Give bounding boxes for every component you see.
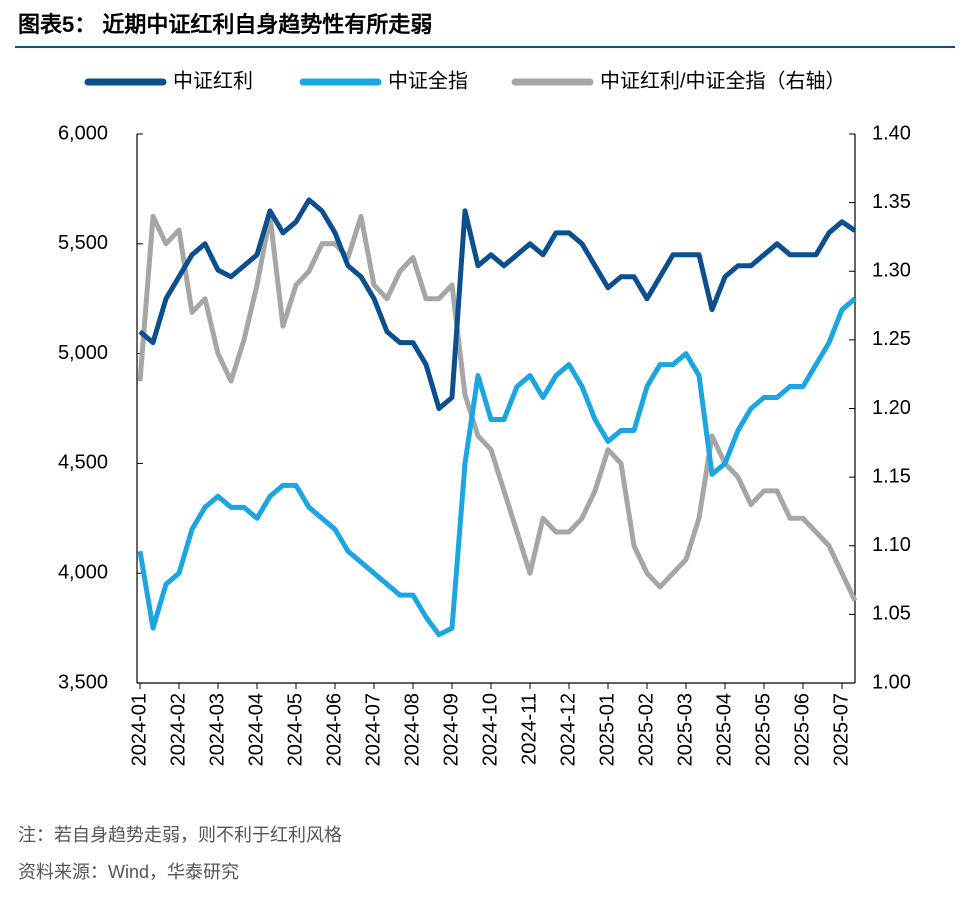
x-tick-label: 2024-05 — [284, 693, 306, 766]
x-tick-label: 2024-07 — [362, 693, 384, 766]
yticks-label: 5,000 — [58, 342, 108, 364]
yticks-label: 5,500 — [58, 232, 108, 254]
y2ticks-label: 1.40 — [872, 122, 911, 144]
yticks-label: 4,000 — [58, 561, 108, 583]
legend-label: 中证红利 — [173, 69, 253, 92]
y2ticks-label: 1.05 — [872, 603, 911, 625]
x-tick-label: 2025-03 — [674, 693, 696, 766]
y2ticks-label: 1.25 — [872, 328, 911, 350]
x-tick-label: 2024-03 — [206, 693, 228, 766]
y2ticks-label: 1.35 — [872, 191, 911, 213]
series-line — [137, 213, 858, 602]
x-tick-label: 2025-04 — [713, 693, 735, 766]
x-tick-label: 2024-12 — [557, 693, 579, 766]
x-tick-label: 2024-08 — [401, 693, 423, 766]
source: 资料来源：Wind，华泰研究 — [18, 862, 239, 882]
chart-title: 图表5： 近期中证红利自身趋势性有所走弱 — [18, 12, 432, 37]
x-tick-label: 2025-01 — [596, 693, 618, 766]
y2ticks-label: 1.15 — [872, 465, 911, 487]
series-line — [137, 296, 857, 638]
y2ticks-label: 1.30 — [872, 260, 911, 282]
x-tick-label: 2024-10 — [479, 693, 501, 766]
yticks-label: 3,500 — [58, 671, 108, 693]
x-tick-label: 2024-11 — [518, 693, 540, 765]
x-tick-label: 2024-04 — [245, 693, 267, 766]
y2ticks-label: 1.00 — [872, 671, 911, 693]
x-tick-label: 2024-06 — [323, 693, 345, 766]
yticks-label: 4,500 — [58, 452, 108, 474]
y2ticks-label: 1.20 — [872, 397, 911, 419]
x-tick-label: 2025-07 — [830, 693, 852, 766]
note: 注：若自身趋势走弱，则不利于红利风格 — [18, 825, 342, 845]
x-tick-label: 2025-02 — [635, 693, 657, 766]
legend-label: 中证红利/中证全指（右轴） — [600, 69, 846, 92]
x-tick-label: 2025-06 — [791, 693, 813, 766]
series-line — [138, 197, 857, 411]
yticks-label: 6,000 — [58, 122, 108, 144]
x-tick-label: 2024-02 — [167, 693, 189, 766]
y2ticks-label: 1.10 — [872, 534, 911, 556]
x-tick-label: 2024-01 — [128, 693, 150, 766]
x-tick-label: 2024-09 — [440, 693, 462, 766]
legend-label: 中证全指 — [388, 69, 468, 92]
x-tick-label: 2025-05 — [752, 693, 774, 766]
